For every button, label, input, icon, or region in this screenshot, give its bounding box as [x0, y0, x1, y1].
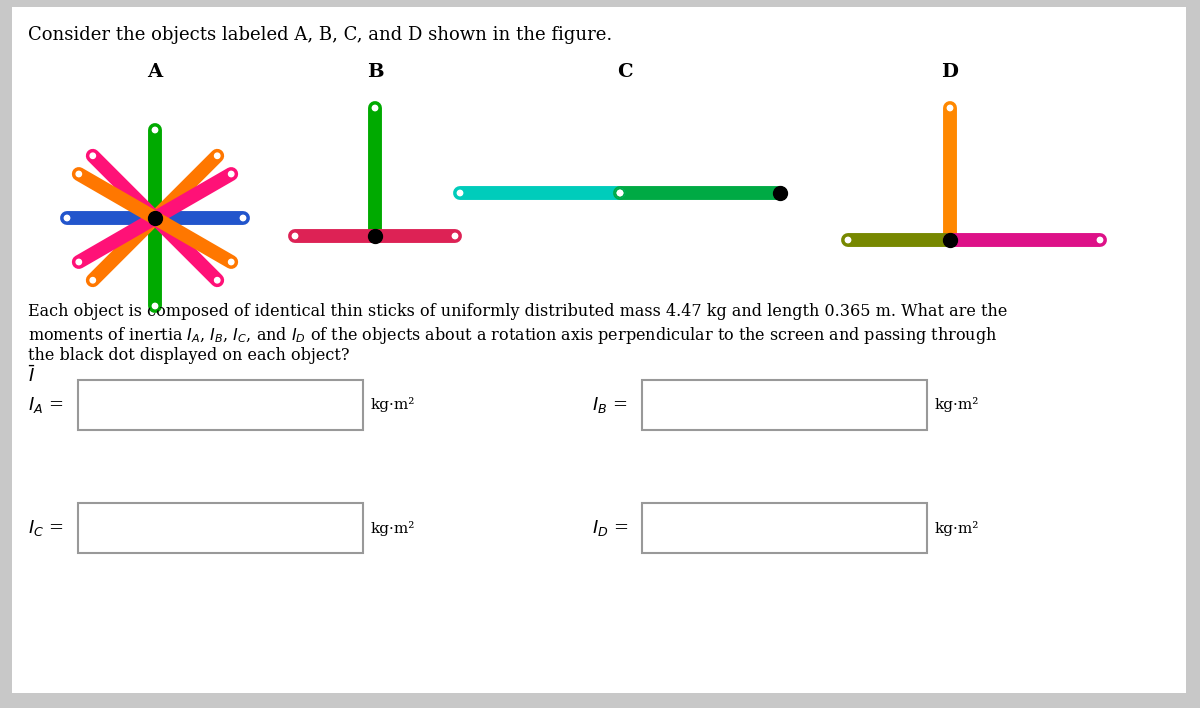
Circle shape [228, 171, 234, 177]
Circle shape [76, 171, 82, 177]
Circle shape [775, 188, 785, 198]
Circle shape [215, 153, 220, 159]
Circle shape [947, 237, 953, 243]
Circle shape [947, 237, 953, 243]
Circle shape [239, 214, 247, 222]
Circle shape [74, 169, 83, 178]
Circle shape [212, 275, 222, 285]
Circle shape [89, 275, 97, 285]
Circle shape [240, 215, 246, 221]
Circle shape [152, 127, 157, 132]
Circle shape [227, 169, 235, 178]
Circle shape [65, 215, 70, 221]
Circle shape [456, 188, 464, 198]
Text: moments of inertia $I_A$, $I_B$, $I_C$, and $I_D$ of the objects about a rotatio: moments of inertia $I_A$, $I_B$, $I_C$, … [28, 325, 997, 346]
Point [145, 212, 164, 224]
Text: kg·m²: kg·m² [935, 397, 979, 413]
Circle shape [457, 190, 463, 195]
Circle shape [1096, 236, 1104, 244]
Text: the black dot displayed on each object?: the black dot displayed on each object? [28, 347, 349, 364]
Circle shape [290, 232, 300, 241]
Circle shape [74, 258, 83, 266]
Text: Consider the objects labeled A, B, C, and D shown in the figure.: Consider the objects labeled A, B, C, an… [28, 26, 612, 44]
Text: B: B [367, 63, 383, 81]
Circle shape [452, 234, 457, 239]
Circle shape [371, 232, 379, 241]
Text: $I_A$ =: $I_A$ = [28, 395, 64, 415]
Text: Each object is composed of identical thin sticks of uniformly distributed mass 4: Each object is composed of identical thi… [28, 303, 1007, 320]
Circle shape [946, 103, 954, 113]
Point [941, 234, 960, 246]
Circle shape [946, 236, 954, 244]
Circle shape [62, 214, 72, 222]
Text: $I_C$ =: $I_C$ = [28, 518, 64, 538]
Circle shape [215, 278, 220, 283]
Text: A: A [148, 63, 162, 81]
Circle shape [90, 153, 96, 159]
Text: kg·m²: kg·m² [371, 397, 415, 413]
Circle shape [76, 259, 82, 265]
Point [365, 230, 384, 241]
Circle shape [89, 152, 97, 160]
Point [770, 188, 790, 199]
Bar [642, 380, 928, 430]
Circle shape [152, 303, 157, 309]
Circle shape [946, 236, 954, 244]
Circle shape [844, 236, 852, 244]
Bar [642, 503, 928, 553]
Text: D: D [942, 63, 959, 81]
Circle shape [150, 125, 160, 135]
Circle shape [845, 237, 851, 243]
Circle shape [617, 190, 623, 195]
Text: C: C [617, 63, 632, 81]
Circle shape [947, 237, 953, 243]
Circle shape [212, 152, 222, 160]
Text: kg·m²: kg·m² [371, 520, 415, 535]
Circle shape [227, 258, 235, 266]
Circle shape [372, 234, 378, 239]
Circle shape [293, 234, 298, 239]
Circle shape [90, 278, 96, 283]
Bar [78, 380, 364, 430]
Text: $\bar{I}$: $\bar{I}$ [28, 365, 36, 386]
Circle shape [450, 232, 460, 241]
Circle shape [150, 302, 160, 311]
Circle shape [372, 105, 378, 110]
Bar [78, 503, 364, 553]
Text: $I_D$ =: $I_D$ = [592, 518, 629, 538]
Circle shape [778, 190, 782, 195]
Circle shape [228, 259, 234, 265]
Text: kg·m²: kg·m² [935, 520, 979, 535]
Circle shape [947, 105, 953, 110]
Circle shape [946, 236, 954, 244]
Circle shape [371, 103, 379, 113]
Circle shape [616, 188, 624, 198]
Circle shape [616, 188, 624, 198]
Circle shape [1097, 237, 1103, 243]
Text: $I_B$ =: $I_B$ = [592, 395, 628, 415]
Circle shape [617, 190, 623, 195]
